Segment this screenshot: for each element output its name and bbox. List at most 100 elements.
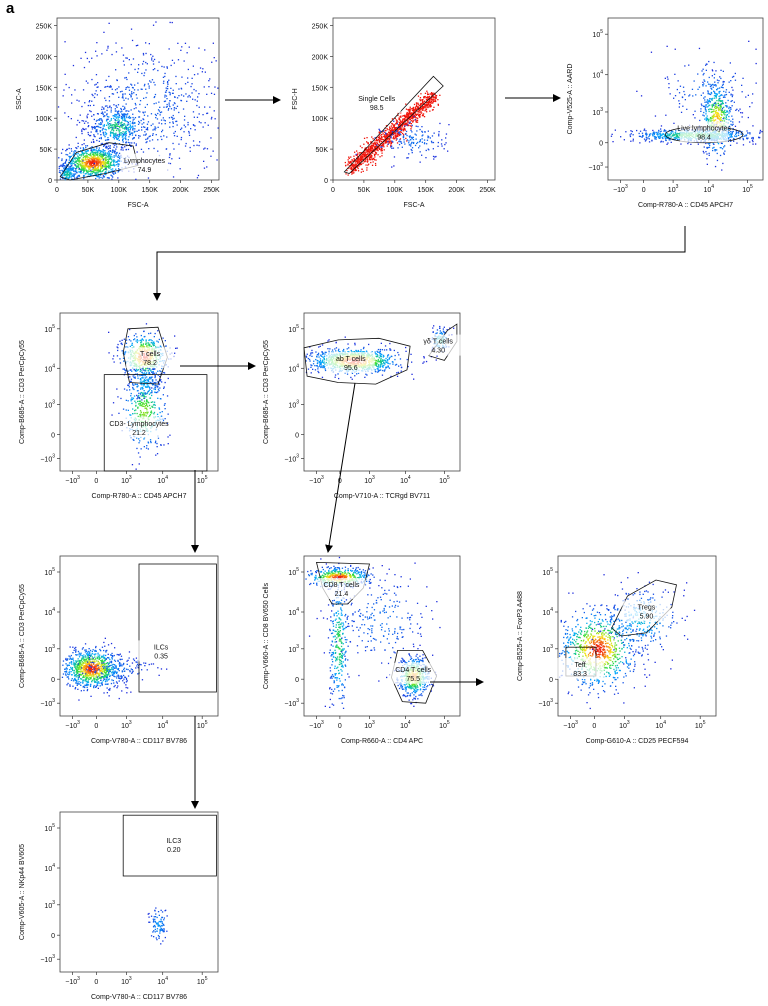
event-dot	[124, 134, 126, 136]
event-dot	[395, 123, 397, 125]
event-dot	[94, 93, 96, 95]
event-dot	[707, 103, 709, 105]
event-dot	[375, 159, 377, 161]
event-dot	[136, 97, 138, 99]
event-dot	[81, 132, 83, 135]
event-dot	[168, 48, 170, 50]
event-dot	[385, 141, 387, 143]
event-dot	[84, 156, 86, 158]
event-dot	[105, 168, 107, 170]
event-dot	[63, 89, 65, 91]
event-dot	[67, 171, 69, 173]
event-dot	[93, 153, 95, 155]
event-dot	[670, 130, 672, 132]
event-dot	[78, 168, 80, 171]
event-dot	[70, 155, 72, 157]
event-dot	[84, 167, 86, 169]
event-dot	[100, 138, 102, 140]
event-dot	[701, 70, 703, 72]
event-dot	[123, 64, 125, 66]
event-dot	[364, 149, 366, 151]
event-dot	[648, 135, 650, 138]
event-dot	[654, 138, 656, 140]
event-dot	[80, 169, 83, 171]
event-dot	[403, 141, 405, 143]
event-dot	[180, 128, 182, 131]
event-dot	[84, 164, 86, 166]
event-dot	[134, 117, 137, 119]
event-dot	[115, 132, 117, 134]
event-dot	[411, 152, 413, 154]
event-dot	[412, 111, 415, 114]
event-dot	[108, 352, 110, 354]
event-dot	[145, 61, 147, 64]
event-dot	[746, 137, 748, 139]
event-dot	[663, 129, 666, 131]
event-dot	[58, 167, 60, 170]
event-dot	[654, 136, 656, 138]
event-dot	[124, 146, 126, 148]
event-dot	[181, 46, 183, 48]
event-dot	[109, 85, 112, 87]
event-dot	[448, 124, 450, 126]
event-dot	[110, 170, 112, 173]
event-dot	[83, 171, 85, 173]
event-dot	[412, 108, 414, 110]
event-dot	[429, 95, 431, 98]
event-dot	[91, 162, 93, 164]
event-dot	[641, 136, 643, 138]
event-dot	[348, 156, 350, 158]
event-dot	[722, 102, 724, 105]
event-dot	[74, 152, 76, 154]
event-dot	[92, 126, 94, 128]
event-dot	[112, 170, 114, 172]
event-dot	[117, 121, 120, 124]
event-dot	[367, 151, 369, 153]
event-dot	[419, 97, 422, 99]
event-dot	[194, 125, 196, 127]
event-dot	[90, 149, 92, 151]
event-dot	[122, 119, 124, 121]
event-dot	[425, 109, 427, 111]
event-dot	[422, 115, 424, 117]
event-dot	[107, 118, 109, 120]
event-dot	[717, 87, 719, 90]
event-dot	[383, 143, 385, 145]
event-dot	[422, 109, 424, 111]
event-dot	[356, 162, 358, 164]
event-dot	[347, 174, 349, 176]
event-dot	[115, 136, 117, 138]
event-dot	[90, 164, 92, 167]
event-dot	[86, 145, 89, 147]
event-dot	[86, 57, 88, 60]
event-dot	[409, 121, 411, 123]
event-dot	[709, 83, 711, 86]
event-dot	[148, 339, 150, 342]
event-dot	[121, 110, 123, 112]
event-dot	[72, 159, 74, 161]
event-dot	[82, 89, 85, 91]
event-dot	[731, 132, 733, 134]
event-dot	[110, 174, 112, 176]
gate-name: Live lymphocytes	[677, 125, 731, 132]
event-dot	[132, 113, 134, 115]
event-dot	[105, 166, 108, 168]
event-dot	[90, 158, 92, 160]
event-dot	[721, 109, 723, 111]
event-dot	[144, 134, 147, 136]
event-dot	[736, 108, 738, 110]
event-dot	[125, 137, 127, 139]
event-dot	[135, 94, 137, 96]
event-dot	[400, 141, 402, 143]
event-dot	[759, 131, 761, 133]
event-dot	[104, 111, 106, 113]
event-dot	[157, 341, 159, 343]
event-dot	[76, 99, 78, 101]
event-dot	[369, 148, 372, 150]
event-dot	[81, 159, 83, 161]
event-dot	[68, 176, 71, 178]
event-dot	[160, 119, 163, 121]
event-dot	[164, 120, 166, 122]
event-dot	[123, 132, 125, 134]
event-dot	[198, 93, 200, 95]
